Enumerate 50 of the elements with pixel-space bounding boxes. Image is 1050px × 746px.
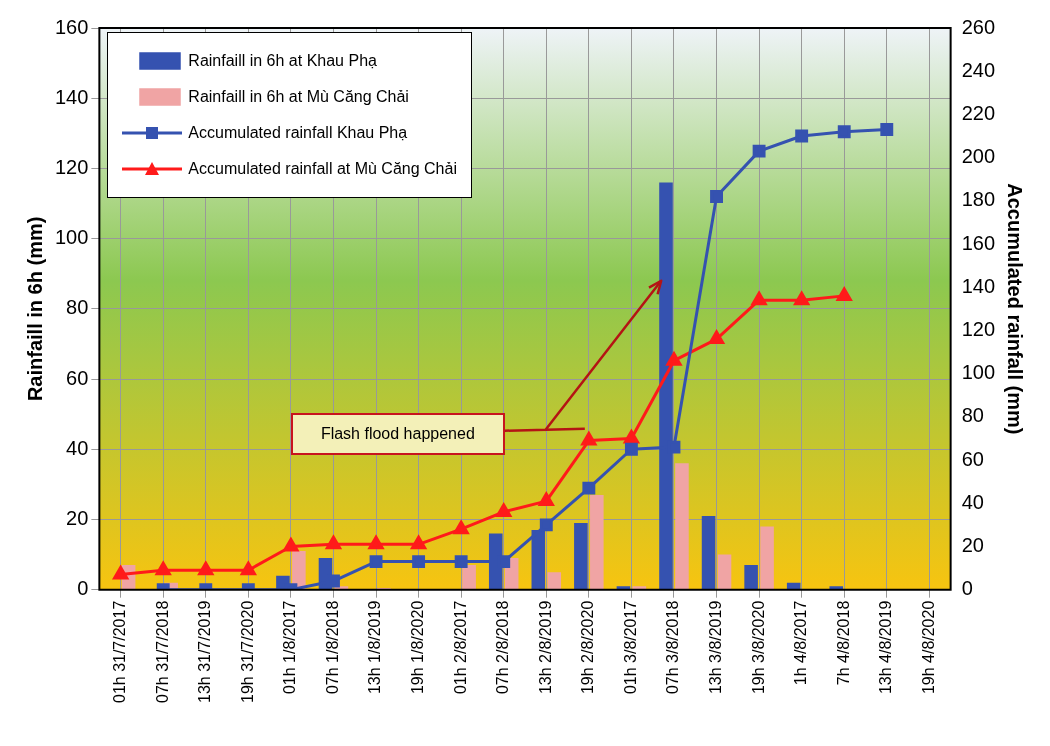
y2-tick-label: 180 — [961, 188, 996, 211]
callout-box: Flash flood happened — [290, 412, 505, 455]
y2-tick-label: 200 — [961, 145, 996, 168]
x-tick-label: 1h 4/8/2017 — [792, 600, 810, 686]
y-tick-label: 120 — [54, 155, 89, 178]
y2-tick-label: 100 — [961, 361, 996, 384]
y-tick-label: 100 — [54, 226, 89, 249]
y2-tick-label: 140 — [961, 274, 996, 297]
y-tick-label: 160 — [54, 15, 89, 38]
x-tick-label: 13h 4/8/2019 — [877, 600, 895, 695]
x-tick-label: 07h 1/8/2018 — [323, 600, 341, 695]
x-tick-label: 19h 1/8/2020 — [409, 600, 426, 695]
x-tick-label: 19h 31/7/2020 — [238, 600, 256, 704]
x-tick-label: 13h 1/8/2019 — [366, 600, 384, 695]
y-tick-label: 60 — [66, 366, 89, 389]
x-tick-label: 01h 1/8/2017 — [281, 600, 299, 695]
y-tick-label: 20 — [66, 506, 89, 529]
y2-tick-label: 160 — [961, 231, 996, 254]
x-tick-label: 07h 31/7/2018 — [153, 600, 171, 704]
x-tick-label: 19h 2/8/2020 — [579, 600, 597, 695]
y2-tick-label: 40 — [961, 490, 984, 513]
y2-tick-label: 60 — [961, 447, 984, 470]
legend-label: Accumulated rainfall at Mù Căng Chải — [188, 160, 457, 178]
x-tick-label: 07h 3/8/2018 — [664, 600, 682, 695]
y2-axis-title: Accumulated rainfall (mm) — [1004, 183, 1027, 435]
x-tick-label: 01h 31/7/2017 — [111, 600, 129, 704]
y-tick-label: 80 — [66, 296, 89, 319]
x-tick-label: 01h 3/8/2017 — [621, 600, 639, 695]
y2-tick-label: 80 — [961, 404, 984, 427]
y-tick-label: 140 — [54, 85, 89, 108]
y-tick-label: 40 — [66, 436, 89, 459]
y2-tick-label: 0 — [961, 577, 973, 600]
x-tick-label: 19h 3/8/2020 — [749, 600, 767, 695]
y2-tick-label: 20 — [961, 533, 984, 556]
y-axis-title: Rainfaill in 6h (mm) — [23, 216, 46, 402]
y2-tick-label: 120 — [961, 317, 996, 340]
y2-tick-label: 220 — [961, 101, 996, 124]
y2-tick-label: 240 — [961, 58, 996, 81]
x-tick-label: 13h 3/8/2019 — [706, 600, 724, 695]
x-tick-label: 07h 2/8/2018 — [494, 600, 512, 695]
x-tick-label: 7h 4/8/2018 — [834, 600, 852, 686]
legend-label: Rainfaill in 6h at Mù Căng Chải — [188, 88, 409, 106]
y2-tick-label: 260 — [961, 15, 996, 38]
x-tick-label: 13h 31/7/2019 — [196, 600, 214, 704]
x-tick-label: 19h 4/8/2020 — [919, 600, 937, 695]
x-tick-label: 13h 2/8/2019 — [536, 600, 554, 695]
legend-label: Accumulated rainfall Khau Phạ — [188, 124, 408, 142]
legend-label: Rainfaill in 6h at Khau Phạ — [188, 52, 377, 70]
y-tick-label: 0 — [77, 577, 89, 600]
x-tick-label: 01h 2/8/2017 — [451, 600, 469, 695]
